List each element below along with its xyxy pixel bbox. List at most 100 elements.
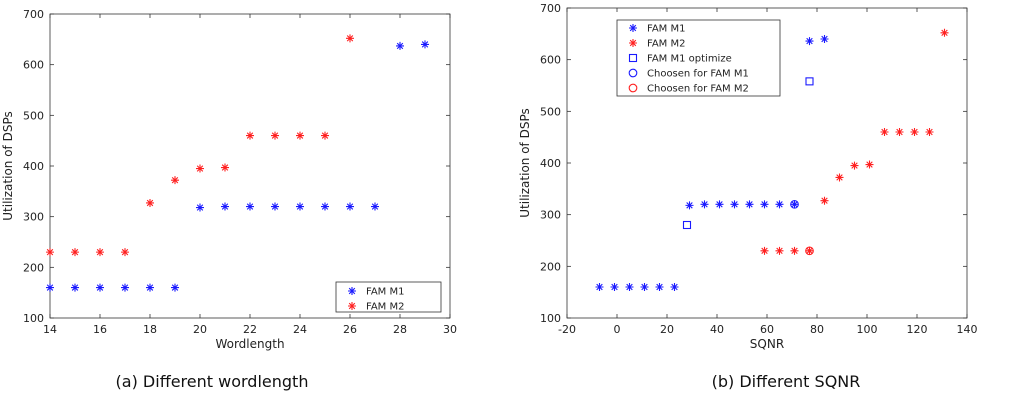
data-point	[790, 246, 799, 255]
x-tick-label: -20	[558, 323, 576, 336]
x-tick-label: 20	[660, 323, 674, 336]
data-point	[296, 202, 304, 211]
series-fam-m1	[595, 35, 829, 291]
data-point	[790, 199, 799, 209]
x-tick-label: 26	[343, 323, 357, 336]
data-point	[805, 37, 814, 46]
x-tick-label: 18	[143, 323, 157, 336]
figure-caption: (a) Different wordlength	[116, 372, 309, 391]
data-point	[595, 283, 604, 291]
plot-area-frame	[49, 13, 451, 319]
data-point	[715, 200, 724, 209]
data-point	[146, 283, 154, 292]
y-tick-label: 200	[540, 260, 561, 273]
y-tick-label: 300	[540, 209, 561, 222]
data-point	[96, 283, 104, 292]
data-point	[805, 77, 814, 86]
legend-marker	[348, 302, 356, 310]
data-point	[835, 173, 844, 182]
data-point	[296, 131, 304, 140]
data-point	[121, 248, 129, 257]
y-tick-label: 400	[540, 157, 561, 170]
data-point	[346, 34, 354, 43]
series-fam-m2	[760, 28, 949, 255]
y-tick-label: 600	[23, 59, 44, 72]
data-point	[121, 283, 129, 292]
legend-marker	[348, 287, 356, 295]
data-point	[46, 248, 54, 257]
y-tick-label: 200	[23, 261, 44, 274]
data-point	[745, 200, 754, 209]
legend-marker	[629, 39, 637, 47]
legend: FAM M1 FAM M2	[335, 281, 442, 313]
x-tick-label: 60	[760, 323, 774, 336]
series-fam-m1-optimize	[682, 77, 814, 230]
data-point	[246, 131, 254, 140]
series-choosen-for-fam-m2	[805, 246, 814, 256]
x-tick-label: 140	[957, 323, 978, 336]
data-point	[805, 246, 814, 255]
data-point	[682, 220, 692, 230]
y-tick-label: 500	[23, 109, 44, 122]
data-point	[940, 28, 949, 37]
legend-box	[616, 19, 781, 97]
data-point	[371, 202, 379, 211]
data-point	[925, 128, 934, 136]
data-point	[246, 202, 254, 211]
x-tick-label: 24	[293, 323, 307, 336]
data-point	[865, 160, 874, 169]
data-point	[790, 200, 799, 209]
data-point	[196, 164, 204, 173]
series-fam-m2	[46, 34, 354, 257]
data-point	[655, 283, 664, 291]
y-tick-label: 400	[23, 160, 44, 173]
data-point	[346, 202, 354, 211]
data-point	[221, 163, 229, 172]
y-tick-label: 300	[23, 211, 44, 224]
data-point	[171, 283, 179, 292]
data-point	[730, 200, 739, 209]
x-tick-label: 22	[243, 323, 257, 336]
data-point	[271, 131, 279, 140]
y-tick-label: 700	[23, 8, 44, 21]
data-point	[321, 131, 329, 140]
data-point	[421, 40, 429, 49]
data-point	[171, 176, 179, 185]
x-tick-label: 30	[443, 323, 457, 336]
legend-entry: Choosen for FAM M1	[647, 69, 749, 80]
legend-entry: FAM M1	[366, 287, 404, 298]
legend-marker	[628, 68, 638, 78]
legend-entry: FAM M2	[647, 39, 685, 50]
figure-caption: (b) Different SQNR	[712, 372, 861, 391]
data-point	[850, 161, 859, 170]
data-point	[910, 128, 919, 136]
legend-entry: FAM M1	[647, 24, 685, 35]
data-point	[880, 128, 889, 136]
data-point	[196, 203, 204, 212]
data-point	[46, 283, 54, 292]
data-point	[760, 246, 769, 255]
data-point	[610, 283, 619, 291]
x-tick-label: 16	[93, 323, 107, 336]
data-point	[146, 198, 154, 207]
legend-marker	[628, 83, 638, 93]
data-point	[321, 202, 329, 211]
x-tick-label: 28	[393, 323, 407, 336]
series-choosen-for-fam-m1	[790, 199, 799, 209]
y-tick-label: 100	[23, 312, 44, 325]
x-tick-label: 14	[43, 323, 57, 336]
data-point	[71, 283, 79, 292]
data-point	[685, 201, 694, 210]
x-tick-label: 20	[193, 323, 207, 336]
data-point	[805, 246, 814, 256]
data-point	[760, 200, 769, 209]
data-point	[271, 202, 279, 211]
data-point	[640, 283, 649, 291]
x-axis-label: Wordlength	[215, 337, 284, 351]
y-tick-label: 500	[540, 105, 561, 118]
x-tick-label: 100	[857, 323, 878, 336]
legend-marker	[629, 24, 637, 32]
data-point	[71, 248, 79, 257]
data-point	[396, 41, 404, 50]
data-point	[221, 202, 229, 211]
